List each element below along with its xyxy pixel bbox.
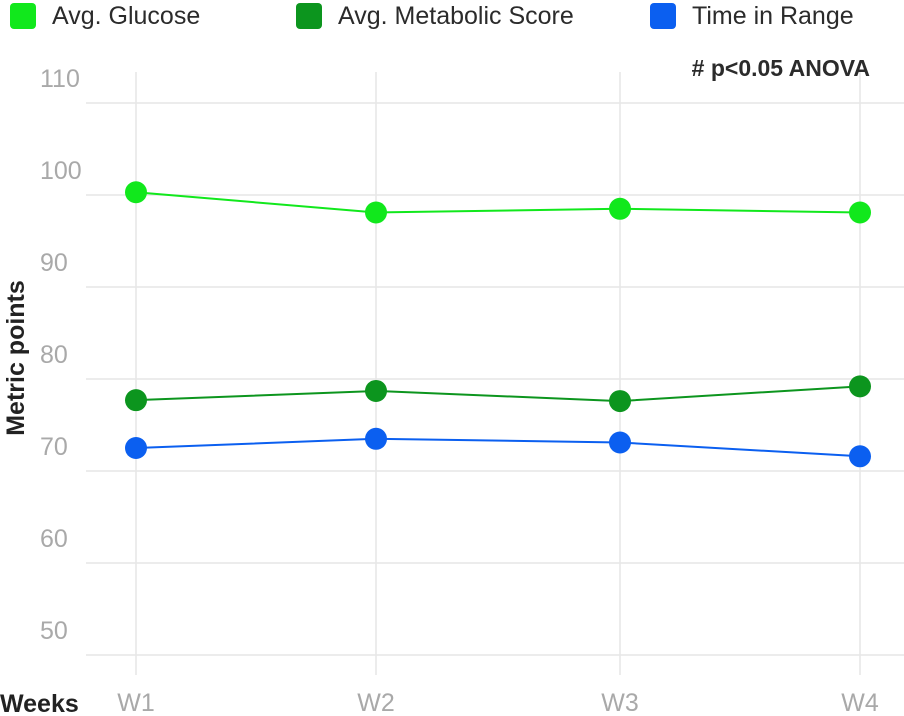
data-point <box>849 201 871 224</box>
y-tick-label: 60 <box>40 525 68 553</box>
y-tick-label: 110 <box>40 65 80 93</box>
y-axis-label: Metric points <box>2 280 30 436</box>
data-point <box>125 181 147 204</box>
x-axis-ticks: W1 W2 W3 W4 <box>117 689 879 716</box>
y-tick-label: 100 <box>40 157 82 185</box>
y-tick-label: 80 <box>40 341 68 369</box>
grid <box>86 72 904 675</box>
data-point <box>365 201 387 224</box>
legend-swatch <box>10 3 36 29</box>
legend: Avg. Glucose Avg. Metabolic Score Time in … <box>10 2 854 30</box>
data-point <box>609 390 631 413</box>
legend-swatch <box>650 3 676 29</box>
series <box>125 181 871 468</box>
data-point <box>125 389 147 412</box>
data-point <box>609 431 631 454</box>
x-tick-label: W3 <box>601 689 639 716</box>
legend-label: Time in Range <box>692 2 854 30</box>
series-line <box>135 437 861 458</box>
x-tick-label: W1 <box>117 689 155 716</box>
y-tick-label: 50 <box>40 617 68 645</box>
series-line <box>135 191 861 214</box>
legend-swatch <box>296 3 322 29</box>
data-point <box>365 427 387 450</box>
data-point <box>125 437 147 459</box>
y-tick-label: 70 <box>40 433 68 461</box>
x-tick-label: W4 <box>841 689 879 716</box>
y-tick-label: 90 <box>40 249 68 277</box>
legend-label: Avg. Metabolic Score <box>338 2 574 30</box>
data-point <box>849 445 871 468</box>
data-point <box>609 197 631 220</box>
data-point <box>365 379 387 402</box>
series-line <box>135 385 861 403</box>
y-axis-ticks: 50 60 70 80 90 100 110 <box>40 65 82 645</box>
data-point <box>849 375 871 398</box>
anova-annotation: # p<0.05 ANOVA <box>692 55 870 81</box>
legend-label: Avg. Glucose <box>52 2 200 30</box>
x-axis-label: Weeks <box>0 690 79 716</box>
x-tick-label: W2 <box>357 689 395 716</box>
